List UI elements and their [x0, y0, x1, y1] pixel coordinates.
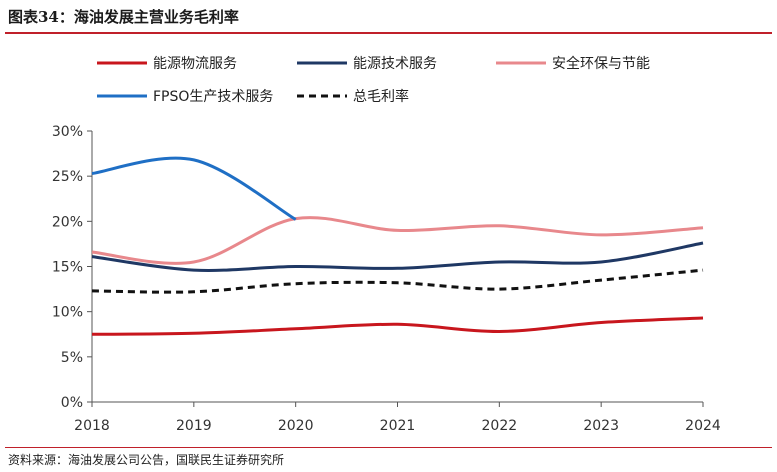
legend-item: 安全环保与节能	[496, 55, 650, 72]
legend-label: 安全环保与节能	[552, 55, 650, 72]
x-tick-label: 2024	[685, 418, 721, 434]
figure-title: 图表34：海油发展主营业务毛利率	[8, 8, 239, 26]
series-line-1	[91, 316, 704, 336]
source-divider	[5, 447, 772, 448]
y-tick-label: 25%	[52, 169, 83, 185]
series-group	[91, 156, 704, 336]
legend-item: 总毛利率	[297, 88, 409, 105]
series-line-4	[91, 156, 297, 221]
legend-label: 总毛利率	[353, 88, 409, 105]
series-line-2	[91, 241, 704, 272]
x-tick-label: 2019	[176, 418, 212, 434]
x-tick-label: 2018	[74, 418, 110, 434]
y-tick-label: 30%	[52, 124, 83, 140]
y-tick-label: 10%	[52, 305, 83, 321]
y-tick-label: 5%	[61, 350, 83, 366]
x-tick-label: 2022	[482, 418, 518, 434]
legend-label: FPSO生产技术服务	[153, 89, 273, 105]
x-tick-label: 2020	[278, 418, 314, 434]
legend-item: FPSO生产技术服务	[97, 89, 273, 105]
y-tick-label: 20%	[52, 214, 83, 230]
series-line-5	[91, 268, 704, 294]
source-note: 资料来源：海油发展公司公告，国联民生证券研究所	[8, 453, 285, 467]
axes: 0% 5% 10% 15% 20% 25% 30% 2018 2019 2020 2021 2022 2…	[52, 124, 721, 434]
legend: 能源物流服务 能源技术服务 安全环保与节能 FPSO生产技术服务 总毛利率	[97, 55, 650, 105]
legend-item: 能源技术服务	[297, 56, 437, 72]
legend-label: 能源技术服务	[353, 56, 437, 72]
legend-item: 能源物流服务	[97, 56, 237, 72]
series-line-3	[91, 216, 704, 265]
y-tick-label: 15%	[52, 260, 83, 276]
x-tick-label: 2023	[583, 418, 619, 434]
legend-label: 能源物流服务	[153, 56, 237, 72]
x-tick-label: 2021	[380, 418, 416, 434]
y-tick-label: 0%	[61, 395, 83, 411]
title-divider	[5, 32, 772, 34]
